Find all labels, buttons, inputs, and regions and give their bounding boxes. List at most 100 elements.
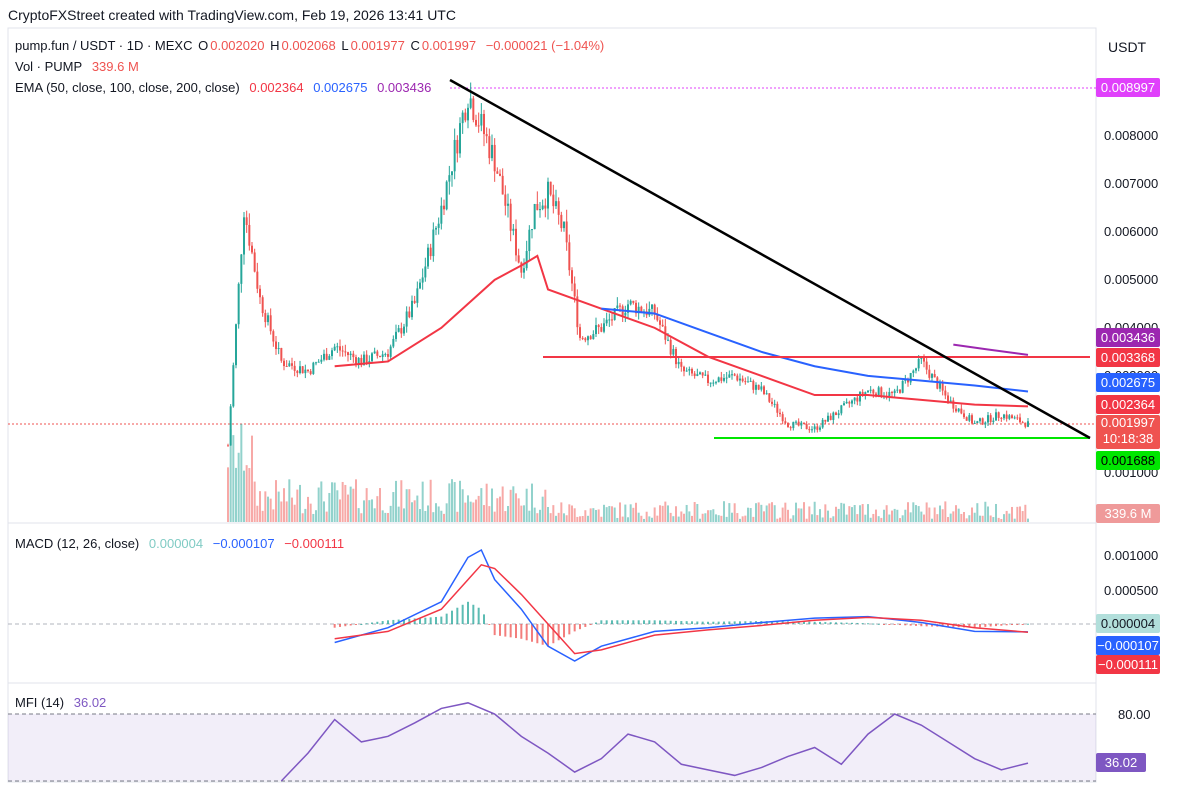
macd-histogram-bar xyxy=(973,624,976,628)
candle-body xyxy=(757,384,760,390)
candle-body xyxy=(867,390,869,393)
macd-histogram-bar xyxy=(947,624,949,627)
volume-bar xyxy=(456,511,459,522)
macd-histogram-bar xyxy=(893,624,896,625)
volume-bar xyxy=(512,486,515,522)
candle-body xyxy=(899,389,901,393)
candle-body xyxy=(413,300,416,303)
candle-body xyxy=(864,392,867,396)
volume-bar xyxy=(1013,518,1016,522)
candle-body xyxy=(997,412,1000,418)
candle-body xyxy=(933,374,936,378)
candle-body xyxy=(568,242,571,271)
volume-bar xyxy=(547,507,549,522)
macd-histogram-bar xyxy=(776,621,779,624)
candle-body xyxy=(992,420,995,422)
volume-bar xyxy=(651,517,653,522)
candle-body xyxy=(805,424,808,430)
candle-body xyxy=(549,181,552,195)
macd-histogram-bar xyxy=(472,604,475,624)
volume-bar xyxy=(549,513,552,522)
volume-bar xyxy=(755,503,757,522)
candle-body xyxy=(683,366,685,372)
volume-bar xyxy=(979,515,981,522)
volume-bar xyxy=(517,498,520,522)
candle-body xyxy=(381,354,384,357)
volume-bar xyxy=(939,505,941,522)
volume-bar xyxy=(941,509,944,522)
candle-body xyxy=(333,346,336,351)
candle-body xyxy=(989,415,992,422)
price-tick: 0.005000 xyxy=(1104,272,1159,287)
volume-tag: 339.6 M xyxy=(1096,504,1160,523)
volume-bar xyxy=(824,504,827,522)
volume-bar xyxy=(637,512,640,522)
volume-bar xyxy=(947,517,949,522)
candle-body xyxy=(531,229,533,231)
candle-body xyxy=(280,347,283,361)
volume-bar xyxy=(835,506,837,522)
volume-bar xyxy=(677,516,680,522)
macd-histogram-bar xyxy=(920,624,923,627)
volume-bar xyxy=(269,498,272,522)
ema200-value: 0.003436 xyxy=(377,80,432,95)
candle-body xyxy=(352,353,355,358)
candle-body xyxy=(589,336,592,340)
volume-value: 339.6 M xyxy=(91,59,139,74)
candle-body xyxy=(624,312,627,316)
candle-body xyxy=(701,372,704,376)
volume-bar xyxy=(437,506,440,522)
macd-histogram-bar xyxy=(600,620,603,624)
volume-bar xyxy=(800,508,803,522)
volume-bar xyxy=(579,516,581,522)
candle-body xyxy=(1027,421,1029,427)
macd-histogram-bar xyxy=(712,621,715,624)
candle-body xyxy=(411,300,413,318)
macd-histogram-bar xyxy=(856,622,859,624)
ema100-value: 0.002675 xyxy=(313,80,368,95)
candle-body xyxy=(496,171,499,174)
volume-bar xyxy=(837,508,840,522)
candle-body xyxy=(475,119,477,126)
volume-bar xyxy=(925,502,928,522)
candle-body xyxy=(539,209,541,211)
currency-selector[interactable]: USDT xyxy=(1108,39,1147,55)
candle-body xyxy=(829,415,832,420)
volume-bar xyxy=(464,502,467,522)
volume-bar xyxy=(981,515,984,522)
volume-bar xyxy=(272,509,275,522)
candle-body xyxy=(768,393,771,402)
candle-body xyxy=(909,372,912,383)
volume-bar xyxy=(232,435,235,522)
candle-body xyxy=(893,390,896,394)
candle-body xyxy=(787,422,789,428)
candle-body xyxy=(507,203,509,206)
volume-bars xyxy=(227,423,1029,522)
macd-histogram-bar xyxy=(632,620,635,624)
volume-bar xyxy=(379,488,381,522)
candle-body xyxy=(517,255,520,263)
macd-histogram-bar xyxy=(344,624,347,627)
macd-histogram-bar xyxy=(413,618,416,624)
volume-bar xyxy=(757,502,760,522)
macd-histogram-bar xyxy=(445,613,448,624)
volume-bar xyxy=(403,508,405,522)
candle-body xyxy=(323,353,325,360)
candle-body xyxy=(803,422,805,425)
candle-body xyxy=(576,296,579,328)
volume-bar xyxy=(648,516,651,522)
volume-bar xyxy=(869,517,872,522)
candle-body xyxy=(784,421,787,423)
macd-line xyxy=(334,548,1029,662)
macd-histogram-bar xyxy=(568,624,571,635)
candle-body xyxy=(739,378,741,381)
candle-body xyxy=(309,371,312,374)
candle-body xyxy=(544,205,547,209)
macd-histogram-bar xyxy=(333,624,336,628)
candle-body xyxy=(467,107,469,121)
candle-body xyxy=(355,357,357,365)
candle-body xyxy=(579,327,581,338)
macd-label: MACD (12, 26, close) xyxy=(15,536,140,551)
